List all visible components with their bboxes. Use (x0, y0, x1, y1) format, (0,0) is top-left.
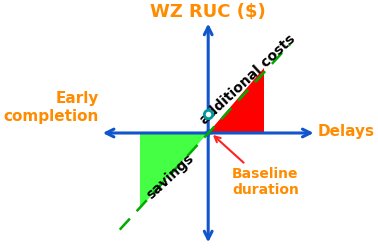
Polygon shape (208, 67, 263, 133)
Text: additional costs: additional costs (197, 32, 298, 128)
Polygon shape (139, 133, 208, 208)
Text: Baseline
duration: Baseline duration (215, 136, 299, 197)
Text: savings: savings (143, 151, 197, 202)
Text: Delays: Delays (318, 124, 375, 139)
Text: Early
completion: Early completion (3, 91, 99, 124)
Text: WZ RUC ($): WZ RUC ($) (150, 3, 266, 21)
